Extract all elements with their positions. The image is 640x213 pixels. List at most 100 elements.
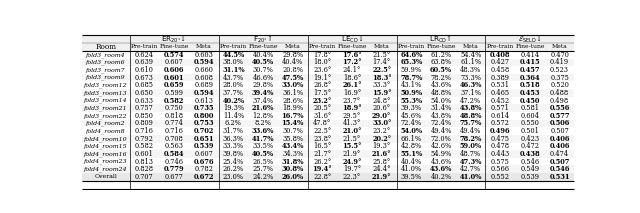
Text: 16.5°: 16.5° <box>313 142 332 150</box>
Text: 43.6%: 43.6% <box>430 158 452 166</box>
Text: 29.8%: 29.8% <box>282 51 303 59</box>
Text: 22.5°: 22.5° <box>313 127 332 135</box>
Text: 59.9%: 59.9% <box>401 66 422 74</box>
Text: 66.1%: 66.1% <box>401 135 422 143</box>
Text: 0.539: 0.539 <box>520 173 540 181</box>
Text: 0.594: 0.594 <box>193 58 214 66</box>
Text: 47.5%: 47.5% <box>282 74 304 82</box>
Text: 0.779: 0.779 <box>164 165 184 173</box>
Bar <box>81 142 575 150</box>
Bar <box>81 89 575 97</box>
Text: 44.5%: 44.5% <box>222 51 244 59</box>
Text: 0.475: 0.475 <box>491 135 510 143</box>
Text: 37.4%: 37.4% <box>253 96 274 105</box>
Text: fold3_room4: fold3_room4 <box>86 52 125 58</box>
Text: 0.813: 0.813 <box>135 158 154 166</box>
Text: 33.3°: 33.3° <box>372 81 391 89</box>
Text: 0.419: 0.419 <box>550 58 569 66</box>
Text: $\mathrm{ER}_{20°}$↓: $\mathrm{ER}_{20°}$↓ <box>161 33 187 45</box>
Text: 0.601: 0.601 <box>164 74 184 82</box>
Text: 0.677: 0.677 <box>164 173 184 181</box>
Text: 40.5%: 40.5% <box>252 150 274 158</box>
Text: 17.6°: 17.6° <box>342 51 362 59</box>
Text: 39.5%: 39.5% <box>401 173 422 181</box>
Text: 0.498: 0.498 <box>550 96 569 105</box>
Text: 43.6%: 43.6% <box>430 165 452 173</box>
Text: 0.452: 0.452 <box>491 96 510 105</box>
Text: 40.4%: 40.4% <box>282 58 303 66</box>
Text: fold4_room23: fold4_room23 <box>84 159 127 164</box>
Text: 24.8°: 24.8° <box>372 96 391 105</box>
Text: 0.584: 0.584 <box>164 150 184 158</box>
Text: 0.603: 0.603 <box>195 51 213 59</box>
Text: fold3_room21: fold3_room21 <box>84 105 127 111</box>
Text: 22.3°: 22.3° <box>343 173 361 181</box>
Text: fold3_room7: fold3_room7 <box>86 67 125 73</box>
Text: 0.702: 0.702 <box>193 127 214 135</box>
Text: 20.2°: 20.2° <box>372 135 391 143</box>
Text: 0.689: 0.689 <box>195 81 213 89</box>
Text: 0.556: 0.556 <box>549 104 570 112</box>
Text: 0.408: 0.408 <box>490 51 511 59</box>
Text: 21.5°: 21.5° <box>372 51 391 59</box>
Text: 31.8%: 31.8% <box>282 158 304 166</box>
Text: fold4_room10: fold4_room10 <box>84 136 127 142</box>
Text: 37.7%: 37.7% <box>223 89 244 97</box>
Text: 42.8%: 42.8% <box>401 142 422 150</box>
Bar <box>81 173 575 181</box>
Text: 21.5°: 21.5° <box>343 135 361 143</box>
Text: 0.566: 0.566 <box>491 165 510 173</box>
Bar <box>81 158 575 166</box>
Text: 0.716: 0.716 <box>135 127 154 135</box>
Text: 24.2%: 24.2% <box>252 173 274 181</box>
Text: 61.2%: 61.2% <box>431 51 452 59</box>
Text: 25.8°: 25.8° <box>372 158 391 166</box>
Text: 30.7%: 30.7% <box>282 127 303 135</box>
Text: 17.5°: 17.5° <box>314 89 332 97</box>
Text: 0.406: 0.406 <box>549 142 570 150</box>
Text: 34.3%: 34.3% <box>282 150 303 158</box>
Text: fold3_room14: fold3_room14 <box>84 98 127 103</box>
Text: 0.601: 0.601 <box>135 150 154 158</box>
Text: 31.4%: 31.4% <box>430 104 452 112</box>
Text: 0.746: 0.746 <box>164 158 184 166</box>
Text: 40.4%: 40.4% <box>252 51 274 59</box>
Text: Pre-train: Pre-train <box>486 44 514 49</box>
Text: 0.750: 0.750 <box>164 104 184 112</box>
Text: 0.672: 0.672 <box>193 173 214 181</box>
Text: $\mathcal{E}_{\mathrm{SELD}}$↓: $\mathcal{E}_{\mathrm{SELD}}$↓ <box>518 33 542 45</box>
Text: 25.4%: 25.4% <box>223 158 244 166</box>
Bar <box>81 104 575 112</box>
Text: 18.3°: 18.3° <box>372 74 392 82</box>
Text: 49.4%: 49.4% <box>430 127 452 135</box>
Text: fold3_room13: fold3_room13 <box>84 90 127 96</box>
Bar <box>81 51 575 59</box>
Text: 15.5°: 15.5° <box>342 142 362 150</box>
Text: 0.651: 0.651 <box>193 135 214 143</box>
Text: 0.735: 0.735 <box>193 104 214 112</box>
Text: 20.8%: 20.8% <box>282 66 303 74</box>
Text: 23.8°: 23.8° <box>313 135 332 143</box>
Text: 35.8%: 35.8% <box>282 135 303 143</box>
Text: Meta: Meta <box>463 44 479 49</box>
Text: Meta: Meta <box>552 44 568 49</box>
Text: 0.676: 0.676 <box>193 158 214 166</box>
Text: 0.465: 0.465 <box>491 89 510 97</box>
Text: 65.3%: 65.3% <box>400 58 422 66</box>
Text: 39.4%: 39.4% <box>252 89 275 97</box>
Text: 43.1%: 43.1% <box>401 81 422 89</box>
Text: 36.1%: 36.1% <box>282 89 303 97</box>
Text: 0.450: 0.450 <box>520 96 540 105</box>
Text: 19.3°: 19.3° <box>372 142 391 150</box>
Text: fold3_room9: fold3_room9 <box>86 75 125 81</box>
Text: 0.624: 0.624 <box>135 51 154 59</box>
Text: 0.818: 0.818 <box>164 112 184 120</box>
Text: 31.7%: 31.7% <box>223 127 244 135</box>
Text: 0.546: 0.546 <box>549 165 570 173</box>
Text: Room: Room <box>95 43 116 51</box>
Text: 54.0%: 54.0% <box>431 96 452 105</box>
Text: 0.659: 0.659 <box>164 81 184 89</box>
Text: 0.470: 0.470 <box>550 51 569 59</box>
Text: 0.582: 0.582 <box>135 142 154 150</box>
Text: 0.531: 0.531 <box>549 173 570 181</box>
